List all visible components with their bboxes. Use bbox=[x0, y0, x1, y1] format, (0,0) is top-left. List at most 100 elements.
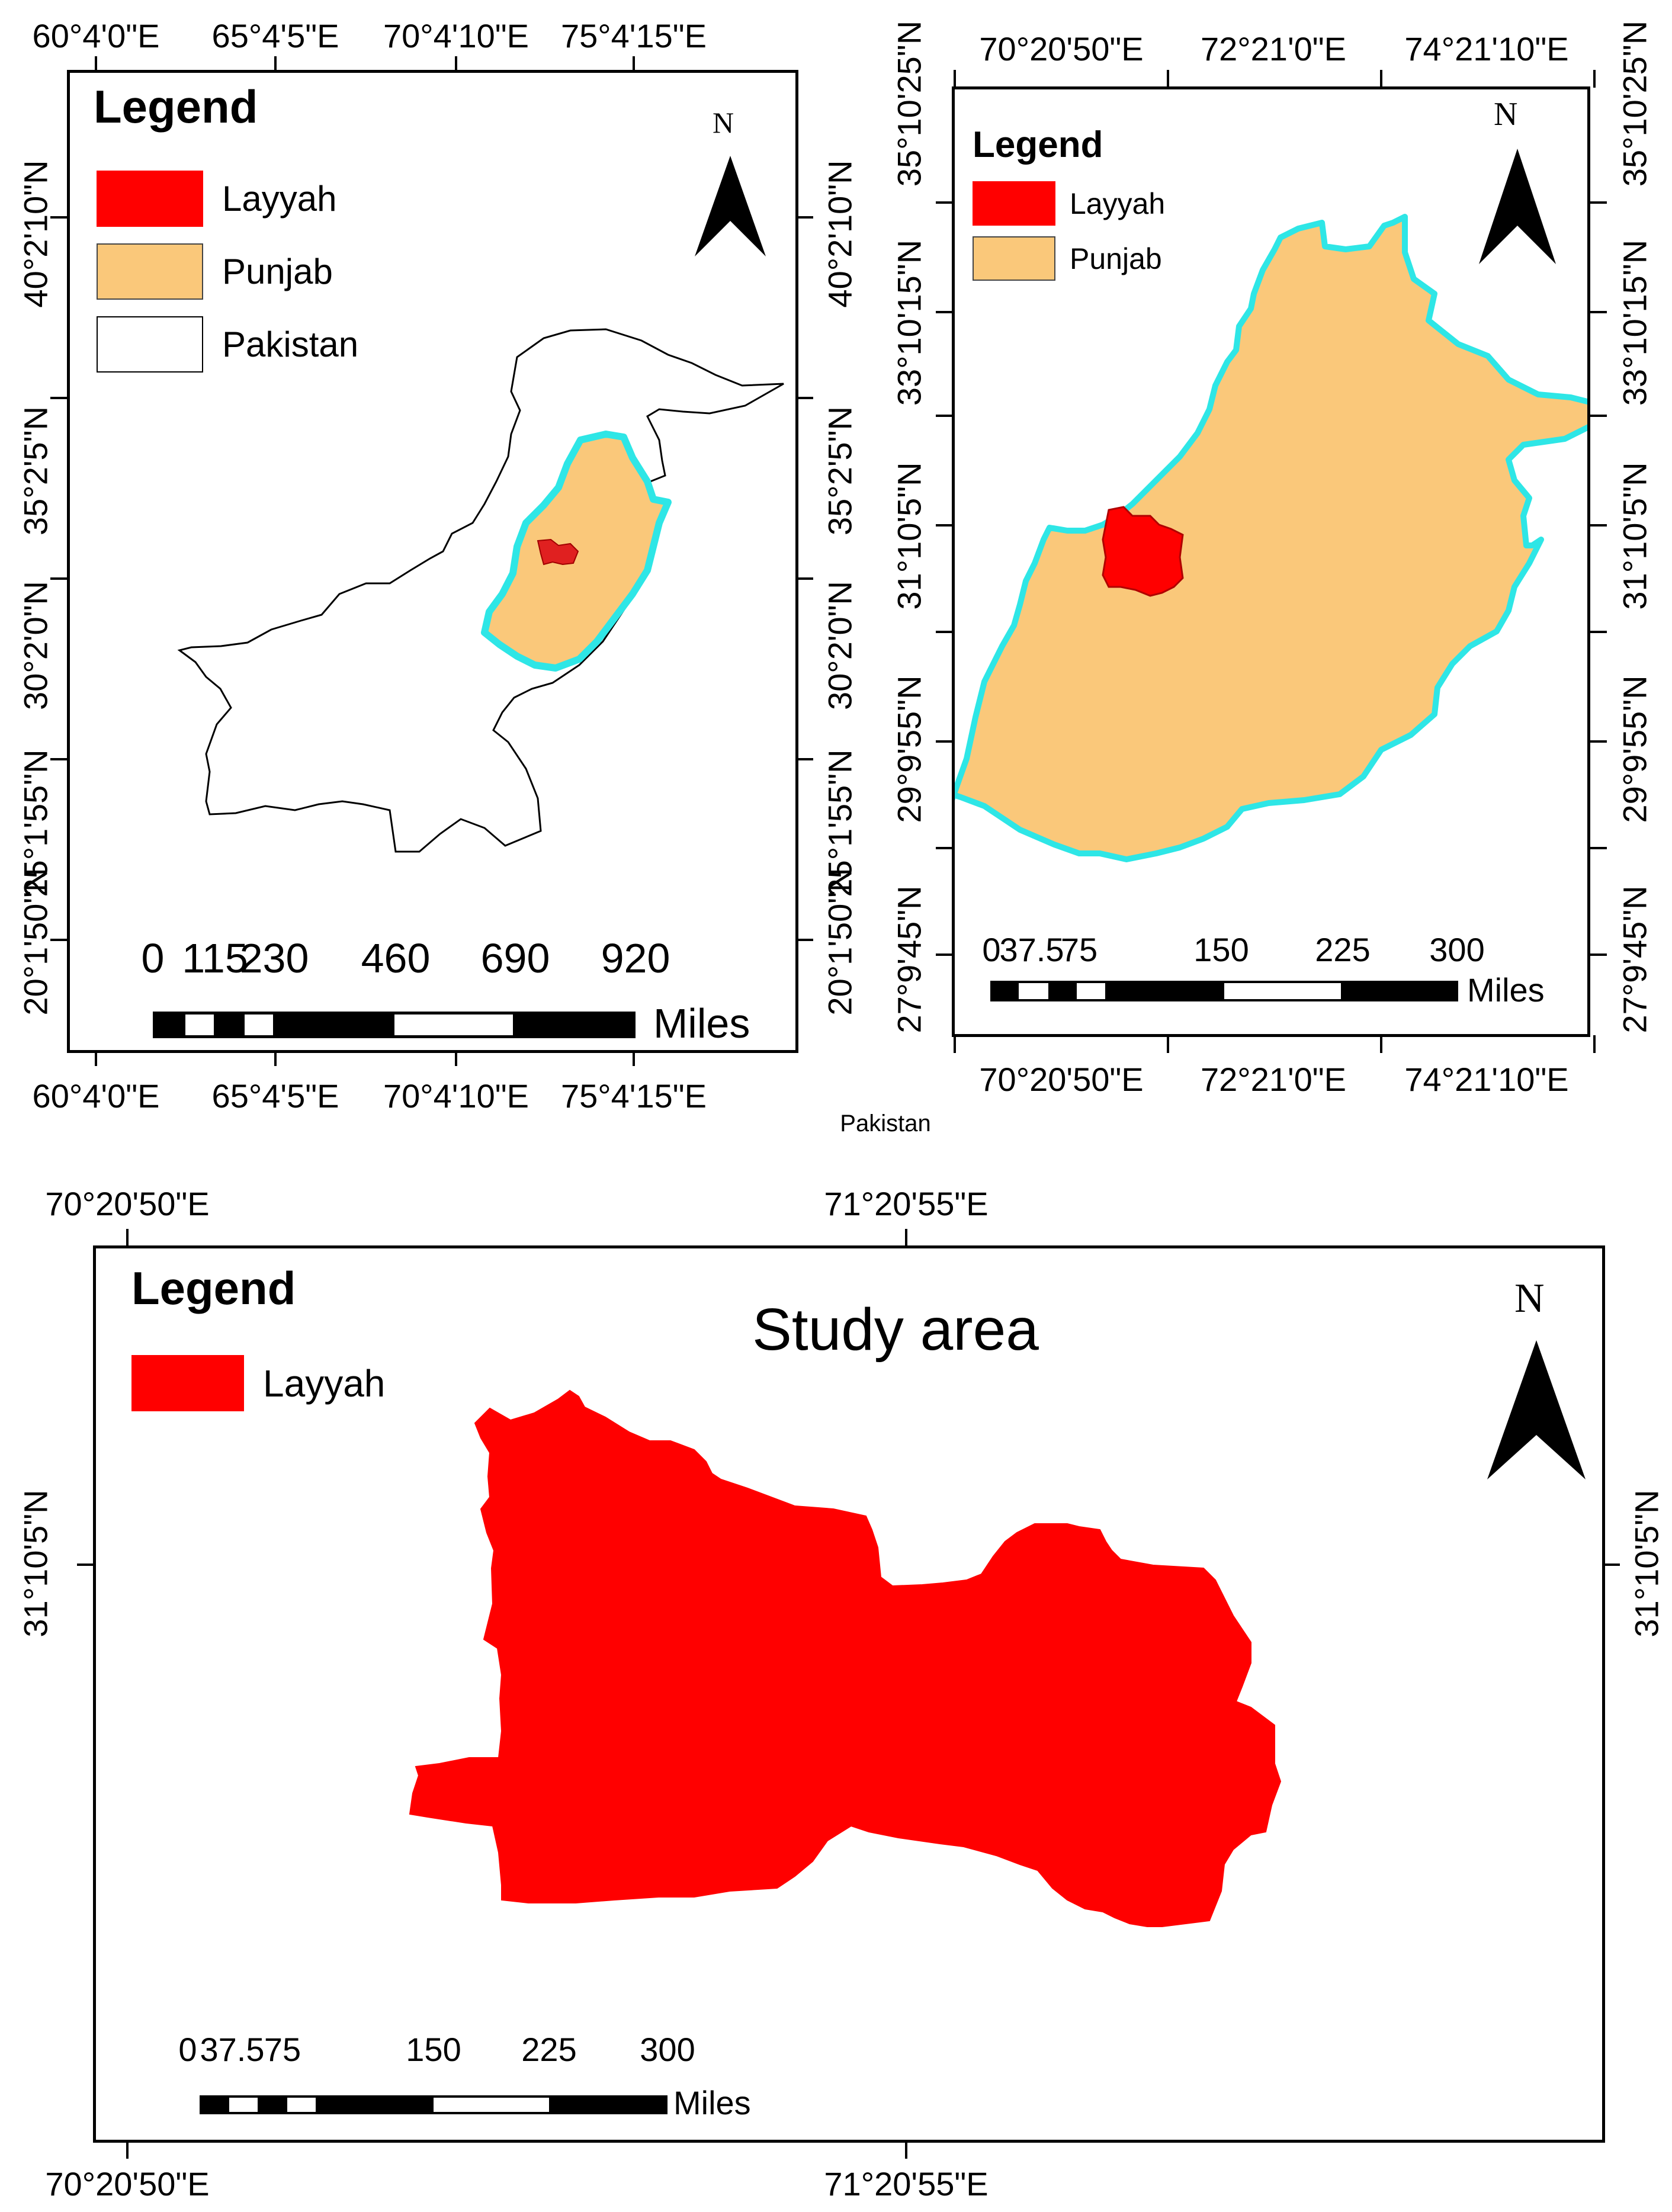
map2-tick bbox=[1380, 1035, 1382, 1053]
map1-lon-bottom-label: 65°4'5"E bbox=[211, 1077, 339, 1115]
map1-tick bbox=[274, 56, 277, 71]
map1-tick bbox=[274, 1051, 277, 1066]
map1-legend-title: Legend bbox=[94, 81, 258, 133]
map3-lon-bottom-label: 70°20'50"E bbox=[45, 2165, 210, 2203]
map2-scale-label: 300 bbox=[1429, 931, 1485, 968]
pakistan-outline bbox=[177, 328, 784, 853]
map2-tick bbox=[1589, 201, 1607, 204]
map1-tick bbox=[50, 397, 67, 399]
map1-tick bbox=[455, 56, 457, 71]
map1-tick bbox=[455, 1051, 457, 1066]
map2-tick bbox=[1593, 70, 1596, 88]
map2-tick bbox=[1589, 631, 1607, 633]
map2-tick bbox=[1167, 1035, 1169, 1053]
map2-north-label: N bbox=[1494, 96, 1518, 133]
map1-scale-unit: Miles bbox=[653, 1000, 750, 1046]
map1-lat-right-label: 40°2'10"N bbox=[821, 160, 859, 308]
map1-lat-right-label: 35°2'5"N bbox=[821, 406, 859, 535]
map3-tick bbox=[905, 2141, 907, 2159]
legend-label: Punjab bbox=[1070, 242, 1162, 275]
map1-legend-item-layyah: Layyah bbox=[97, 171, 336, 227]
map2-lat-right-label: 31°10'5"N bbox=[1616, 462, 1654, 610]
map3-north-arrow-icon bbox=[1487, 1340, 1586, 1479]
map1-lat-left-label: 20°1'50"N bbox=[17, 868, 54, 1016]
map2-tick bbox=[954, 1035, 956, 1053]
map1-tick bbox=[50, 939, 67, 941]
map2-lon-bottom-label: 74°21'10"E bbox=[1404, 1061, 1569, 1098]
map1-lon-bottom-label: 75°4'15"E bbox=[560, 1077, 707, 1115]
map2-scale-bar bbox=[990, 981, 1458, 1001]
map2-lat-right-label: 29°9'55"N bbox=[1616, 675, 1654, 823]
map1-lat-left-label: 30°2'0"N bbox=[17, 581, 54, 710]
layyah-region bbox=[1102, 506, 1184, 597]
map3-tick bbox=[905, 1229, 907, 1247]
map2-legend-item-layyah: Layyah bbox=[973, 181, 1165, 226]
legend-label: Pakistan bbox=[222, 325, 359, 364]
map2-scale-unit: Miles bbox=[1467, 971, 1545, 1009]
layyah-swatch bbox=[973, 181, 1055, 226]
map1-tick bbox=[50, 216, 67, 219]
map1-lon-top-label: 65°4'5"E bbox=[211, 17, 339, 54]
map3-scale-bar bbox=[200, 2095, 667, 2114]
map2-lat-left-label: 29°9'55"N bbox=[890, 675, 928, 823]
map1-tick bbox=[797, 758, 813, 760]
map2-legend-item-punjab: Punjab bbox=[973, 236, 1162, 281]
map2-lat-left-label: 27°9'45"N bbox=[890, 885, 928, 1033]
map3-tick bbox=[1602, 1564, 1620, 1566]
map3-scale-label: 75 bbox=[264, 2031, 301, 2068]
map1-pakistan-map bbox=[177, 328, 784, 853]
layyah-swatch bbox=[97, 171, 203, 227]
punjab-swatch bbox=[973, 236, 1055, 281]
map1-tick bbox=[50, 758, 67, 760]
map1-lon-bottom-label: 60°4'0"E bbox=[32, 1077, 160, 1115]
map2-north-arrow-icon bbox=[1479, 149, 1556, 264]
layyah-swatch bbox=[131, 1355, 244, 1411]
punjab-swatch bbox=[97, 243, 203, 300]
layyah-region bbox=[409, 1389, 1282, 1927]
map1-lat-left-label: 40°2'10"N bbox=[17, 160, 54, 308]
map1-lon-top-label: 70°4'10"E bbox=[383, 17, 529, 54]
map3-lon-top-label: 70°20'50"E bbox=[45, 1185, 210, 1222]
map1-scale-label: 690 bbox=[480, 935, 550, 981]
map2-scale-label: 0 bbox=[982, 931, 1001, 968]
map3-scale-label: 150 bbox=[406, 2031, 461, 2068]
map2-scale-label: 75 bbox=[1060, 931, 1098, 968]
map2-lat-right-label: 33°10'15"N bbox=[1616, 239, 1654, 406]
map2-tick bbox=[936, 740, 954, 743]
legend-label: Layyah bbox=[222, 179, 337, 219]
map2-tick bbox=[1589, 953, 1607, 956]
map3-scale-label: 37.5 bbox=[200, 2031, 265, 2068]
punjab-region bbox=[955, 214, 1587, 862]
map2-scale-label: 37.5 bbox=[999, 931, 1064, 968]
map1-frame: Legend Layyah Punjab Pakistan N 0 115 23… bbox=[67, 70, 798, 1053]
map2-tick bbox=[936, 847, 954, 849]
map2-tick bbox=[936, 201, 954, 204]
map2-tick bbox=[1380, 70, 1382, 88]
map1-tick bbox=[95, 56, 97, 71]
map1-tick bbox=[797, 577, 813, 580]
map1-tick bbox=[797, 397, 813, 399]
map1-tick bbox=[633, 56, 635, 71]
map3-scale-label: 300 bbox=[640, 2031, 695, 2068]
map3-north-label: N bbox=[1514, 1276, 1545, 1321]
map3-tick bbox=[77, 1564, 95, 1566]
map3-title: Study area bbox=[752, 1296, 1039, 1363]
map1-lat-right-label: 20°1'50"N bbox=[821, 868, 859, 1016]
map3-lon-top-label: 71°20'55"E bbox=[824, 1185, 989, 1222]
map3-lon-bottom-label: 71°20'55"E bbox=[824, 2165, 989, 2203]
legend-label: Layyah bbox=[263, 1362, 386, 1405]
map3-scale-label: 225 bbox=[521, 2031, 577, 2068]
map1-lat-right-label: 30°2'0"N bbox=[821, 581, 859, 710]
center-caption: Pakistan bbox=[840, 1110, 931, 1137]
map1-scale-label: 230 bbox=[239, 935, 309, 981]
map2-tick bbox=[1589, 524, 1607, 526]
map2-punjab-map bbox=[955, 214, 1587, 862]
map2-tick bbox=[954, 70, 956, 88]
map1-scale-label: 460 bbox=[361, 935, 431, 981]
map2-tick bbox=[1593, 1035, 1596, 1053]
map1-lon-top-label: 75°4'15"E bbox=[560, 17, 707, 54]
pakistan-swatch bbox=[97, 316, 203, 373]
map2-tick bbox=[936, 524, 954, 526]
map2-tick bbox=[936, 953, 954, 956]
map3-scale-label: 0 bbox=[178, 2031, 197, 2068]
